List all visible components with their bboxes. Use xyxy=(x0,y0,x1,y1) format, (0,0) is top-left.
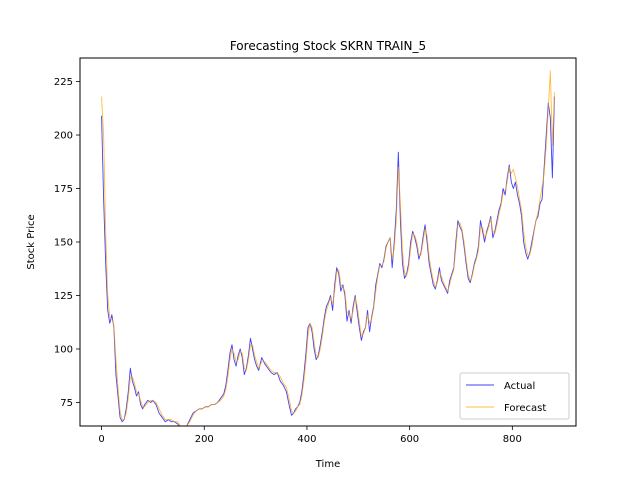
x-tick-label: 400 xyxy=(297,434,316,445)
y-axis-label: Stock Price xyxy=(26,214,37,269)
x-tick-label: 800 xyxy=(503,434,522,445)
legend: Actual Forecast xyxy=(459,372,570,420)
x-axis: 0 200 400 600 800 xyxy=(98,426,522,445)
legend-label-actual: Actual xyxy=(504,381,535,392)
legend-label-forecast: Forecast xyxy=(504,403,546,414)
series-line-forecast xyxy=(101,70,555,426)
x-tick-label: 600 xyxy=(400,434,419,445)
x-axis-label: Time xyxy=(315,459,340,470)
x-tick-label: 200 xyxy=(195,434,214,445)
y-tick-label: 225 xyxy=(54,77,73,88)
y-tick-label: 150 xyxy=(54,238,73,249)
series-lines xyxy=(101,70,555,426)
y-tick-label: 200 xyxy=(54,131,73,142)
y-axis: 75 100 125 150 175 200 225 xyxy=(54,77,80,409)
x-tick-label: 0 xyxy=(98,434,104,445)
y-tick-label: 100 xyxy=(54,344,73,355)
y-tick-label: 175 xyxy=(54,184,73,195)
y-tick-label: 75 xyxy=(60,398,73,409)
y-tick-label: 125 xyxy=(54,291,73,302)
chart-title: Forecasting Stock SKRN TRAIN_5 xyxy=(230,39,426,53)
series-line-actual xyxy=(101,96,555,426)
